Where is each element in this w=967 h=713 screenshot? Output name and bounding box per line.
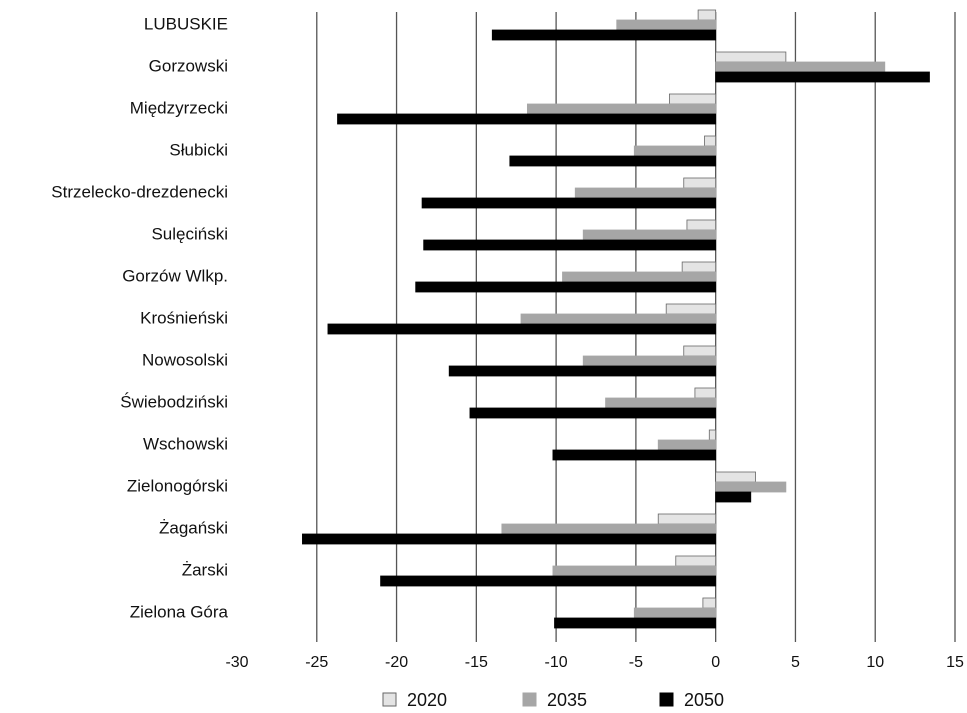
bar-2020-2 <box>668 93 717 105</box>
bar-2035-12 <box>501 523 717 535</box>
legend-label-2020: 2020 <box>407 690 447 710</box>
category-labels: LUBUSKIE Gorzowski Międzyrzecki Słubicki Str… <box>51 14 228 621</box>
legend-label-2035: 2035 <box>547 690 587 710</box>
bar-2035-3 <box>633 145 717 157</box>
bar-2035-8 <box>582 355 717 367</box>
bar-2020-7 <box>665 303 717 315</box>
category-label: Zielona Góra <box>130 602 229 621</box>
bar-2035-5 <box>582 229 717 241</box>
legend: 2020 2035 2050 <box>382 690 724 710</box>
bar-2050-4 <box>421 197 717 209</box>
bar-2035-11 <box>715 481 787 493</box>
bars <box>302 9 930 629</box>
bar-2035-10 <box>657 439 717 451</box>
bar-2035-2 <box>526 103 717 115</box>
category-label: Krośnieński <box>140 308 228 327</box>
bar-2020-6 <box>681 261 717 273</box>
legend-swatch-2050 <box>659 692 674 707</box>
bar-2035-7 <box>520 313 717 325</box>
bar-2020-4 <box>683 177 717 189</box>
bar-2020-8 <box>683 345 717 357</box>
x-tick-label: -10 <box>545 654 568 671</box>
x-tick-label: 0 <box>711 654 720 671</box>
bar-2035-1 <box>715 61 886 73</box>
bar-2020-14 <box>702 597 717 609</box>
bar-2050-5 <box>423 239 717 251</box>
x-axis-tick-labels: -30 -25 -20 -15 -10 -5 0 5 10 15 <box>225 654 964 671</box>
bar-2050-11 <box>715 491 752 503</box>
bar-2020-1 <box>715 51 787 63</box>
category-label: Nowosolski <box>142 350 228 369</box>
x-tick-label: -5 <box>629 654 643 671</box>
bar-2020-10 <box>708 429 717 441</box>
category-label: Międzyrzecki <box>130 98 228 117</box>
bar-2020-12 <box>657 513 717 525</box>
bar-2020-5 <box>686 219 717 231</box>
category-label: LUBUSKIE <box>144 14 228 33</box>
bar-2020-11 <box>715 471 756 483</box>
legend-swatch-2020 <box>382 692 397 707</box>
legend-swatch-2035 <box>522 692 537 707</box>
x-tick-label: -25 <box>305 654 328 671</box>
bar-2035-0 <box>616 19 717 31</box>
bar-2050-0 <box>491 29 717 41</box>
x-tick-label: 5 <box>791 654 800 671</box>
bar-2050-9 <box>469 407 717 419</box>
bar-2020-0 <box>697 9 717 21</box>
category-label: Zielonogórski <box>127 476 228 495</box>
bar-2050-8 <box>448 365 717 377</box>
bar-2020-9 <box>694 387 717 399</box>
bar-2050-10 <box>552 449 717 461</box>
bar-2050-14 <box>554 617 717 629</box>
bar-2035-14 <box>633 607 717 619</box>
category-label: Wschowski <box>143 434 228 453</box>
category-label: Świebodziński <box>120 392 228 411</box>
bar-2035-13 <box>552 565 717 577</box>
category-label: Żarski <box>182 560 228 579</box>
bar-2050-3 <box>509 155 717 167</box>
category-label: Gorzowski <box>149 56 228 75</box>
bar-2050-2 <box>337 113 717 125</box>
legend-label-2050: 2050 <box>684 690 724 710</box>
x-tick-label: 10 <box>866 654 884 671</box>
bar-2050-6 <box>415 281 717 293</box>
x-tick-label: -20 <box>385 654 408 671</box>
bar-2050-12 <box>302 533 717 545</box>
x-tick-label: -15 <box>465 654 488 671</box>
bar-2020-3 <box>704 135 717 147</box>
x-tick-label: 15 <box>946 654 964 671</box>
bar-2050-1 <box>715 71 930 83</box>
bar-2035-6 <box>562 271 717 283</box>
category-label: Słubicki <box>169 140 228 159</box>
bar-2050-7 <box>327 323 717 335</box>
bar-2035-4 <box>574 187 717 199</box>
bar-2035-9 <box>605 397 717 409</box>
category-label: Gorzów Wlkp. <box>122 266 228 285</box>
x-tick-label: -30 <box>225 654 248 671</box>
bar-2020-13 <box>675 555 717 567</box>
category-label: Strzelecko-drezdenecki <box>51 182 228 201</box>
category-label: Sulęciński <box>151 224 228 243</box>
bar-2050-13 <box>380 575 717 587</box>
category-label: Żagański <box>159 518 228 537</box>
